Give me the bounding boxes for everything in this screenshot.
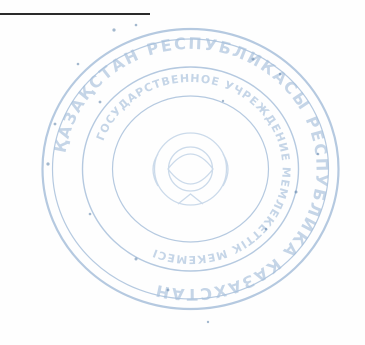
state-emblem-icon bbox=[152, 132, 229, 206]
svg-text:ГОСУДАРСТВЕННОЕ УЧРЕЖДЕНИЕ МЕМ: ГОСУДАРСТВЕННОЕ УЧРЕЖДЕНИЕ МЕМЛЕКЕТТІК М… bbox=[94, 72, 293, 266]
official-seal: ҚАЗАҚСТАН РЕСПУБЛИКАСЫ РЕСПУБЛИКА КАЗАХС… bbox=[18, 4, 363, 334]
signature-line bbox=[0, 13, 150, 15]
seal-inner-text: ГОСУДАРСТВЕННОЕ УЧРЕЖДЕНИЕ МЕМЛЕКЕТТІК М… bbox=[94, 72, 292, 266]
